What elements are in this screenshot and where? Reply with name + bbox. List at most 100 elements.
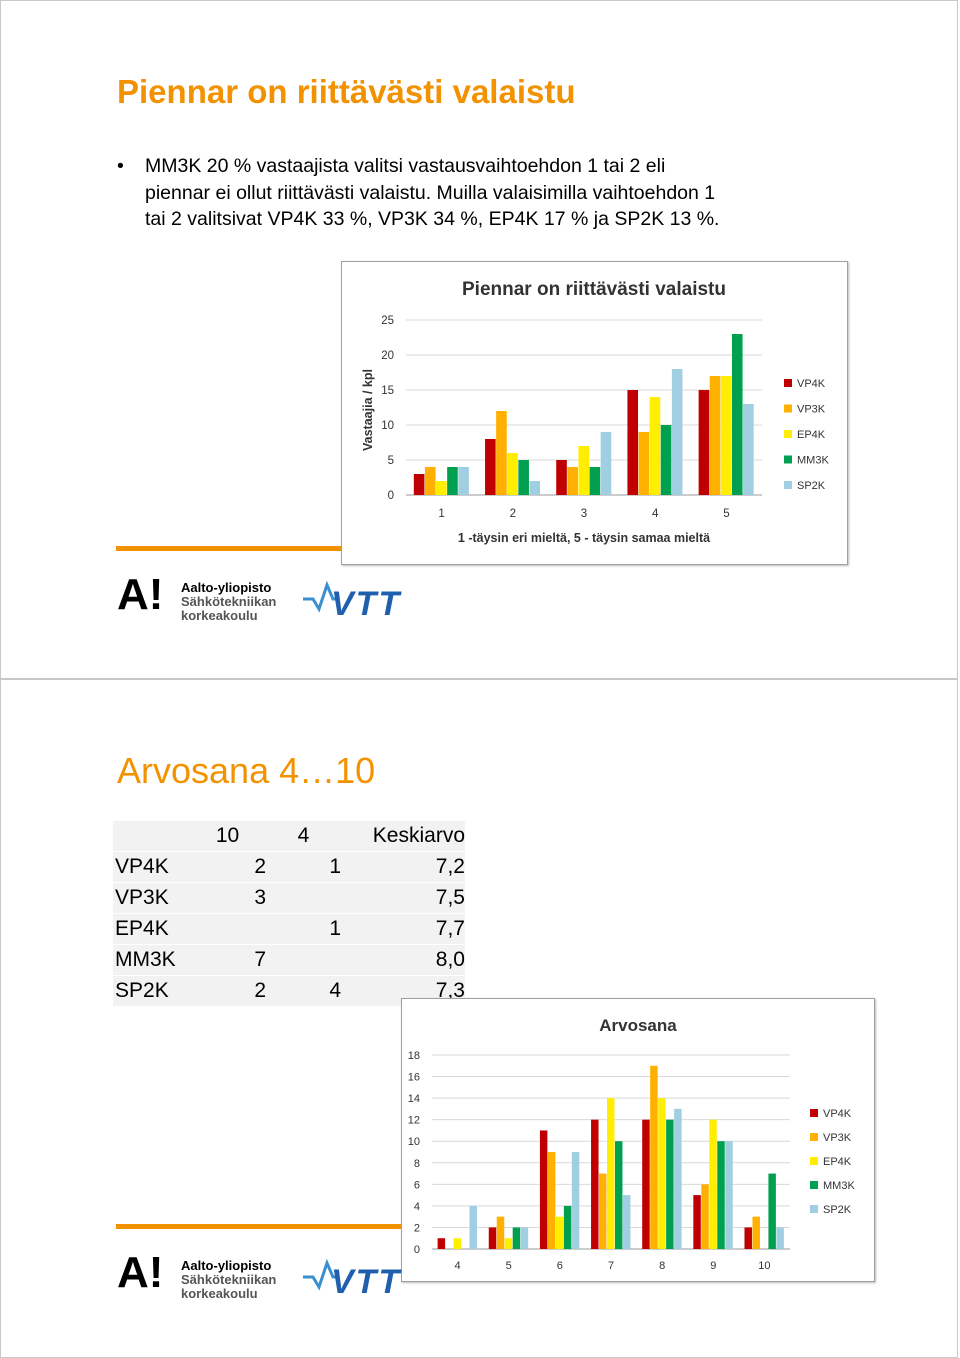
bar-VP3K-4: [638, 432, 650, 495]
legend-swatch: [784, 481, 792, 489]
y-tick-label: 8: [414, 1158, 420, 1170]
legend-label: VP3K: [823, 1132, 852, 1144]
bar-MM3K-4: [660, 425, 672, 495]
x-axis-label: 1 -täysin eri mieltä, 5 - täysin samaa m…: [458, 531, 710, 545]
table-row: VP3K 3 7,5: [113, 882, 465, 914]
bar-SP2K-2: [529, 481, 541, 495]
bar-VP3K-10: [752, 1216, 760, 1249]
vtt-text: VTT: [331, 1263, 402, 1301]
bar-VP3K-7: [599, 1173, 607, 1249]
bar-SP2K-6: [571, 1152, 580, 1249]
bar-MM3K-7: [614, 1141, 623, 1249]
bar-EP4K-3: [578, 446, 590, 495]
bar-VP3K-3: [567, 467, 578, 495]
aalto-line: korkeakoulu: [181, 608, 258, 623]
bar-MM3K-8: [666, 1119, 674, 1249]
bar-SP2K-10: [776, 1227, 784, 1249]
bar-MM3K-1: [447, 467, 458, 495]
bar-MM3K-5: [512, 1227, 521, 1249]
table-cell: 1: [266, 913, 341, 945]
aalto-line: korkeakoulu: [181, 1286, 258, 1301]
chart-title: Piennar on riittävästi valaistu: [462, 279, 726, 300]
bar-SP2K-8: [674, 1108, 682, 1249]
legend-label: SP2K: [823, 1204, 852, 1216]
legend-label: SP2K: [797, 480, 826, 492]
legend-swatch: [810, 1157, 818, 1165]
vtt-text: VTT: [331, 585, 402, 623]
legend-label: EP4K: [823, 1156, 852, 1168]
y-tick-label: 25: [381, 315, 394, 327]
bar-VP3K-1: [424, 467, 436, 495]
table-header-cell: 10: [189, 821, 266, 852]
bar-EP4K-1: [436, 481, 447, 495]
y-tick-label: 5: [388, 455, 394, 467]
table-header-cell: Keskiarvo: [341, 821, 465, 852]
bar-VP4K-5: [488, 1227, 497, 1249]
bar-SP2K-5: [743, 404, 754, 495]
y-tick-label: 10: [381, 420, 394, 432]
bar-SP2K-9: [725, 1141, 733, 1249]
bar-VP3K-6: [547, 1152, 556, 1249]
bar-SP2K-1: [458, 467, 469, 495]
bar-EP4K-4: [453, 1238, 462, 1249]
bar-VP3K-5: [496, 1216, 505, 1249]
vtt-wave-icon: [303, 1258, 339, 1291]
y-tick-label: 16: [408, 1072, 420, 1084]
aalto-line: Sähkötekniikan: [181, 594, 277, 609]
legend-label: MM3K: [797, 455, 829, 467]
legend-swatch: [810, 1133, 818, 1141]
bar-EP4K-9: [709, 1119, 717, 1249]
chart-2-frame: Arvosana 0 2 4 6 8 10 12 14 16 18 4 5 6 7 8 9 10 VP4K VP3K E…: [401, 998, 875, 1282]
slide-title: Piennar on riittävästi valaistu: [117, 73, 576, 110]
bar-MM3K-6: [563, 1205, 572, 1249]
legend-label: VP4K: [823, 1108, 852, 1120]
bar-MM3K-5: [731, 334, 743, 495]
aalto-line: Aalto-yliopisto: [181, 580, 272, 595]
bar-SP2K-4: [469, 1205, 478, 1249]
table-cell: 2: [189, 851, 266, 883]
legend-label: MM3K: [823, 1180, 855, 1192]
table-cell: 7,2: [341, 851, 465, 883]
bar-EP4K-6: [555, 1216, 564, 1249]
table-cell: 3: [189, 882, 266, 914]
chart-1: Piennar on riittävästi valaistu051015202…: [361, 279, 829, 545]
chart-title: Arvosana: [599, 1016, 677, 1035]
bar-VP4K-10: [744, 1227, 752, 1249]
y-tick-label: 18: [408, 1050, 420, 1062]
x-tick-label: 2: [510, 508, 516, 520]
x-tick-label: 9: [710, 1260, 716, 1272]
legend-label: VP3K: [797, 404, 826, 416]
bar-MM3K-2: [518, 460, 529, 495]
table-header-cell: 4: [266, 821, 341, 852]
table-cell: 8,0: [341, 944, 465, 976]
bar-VP4K-3: [556, 460, 567, 495]
aalto-mark: A!: [117, 570, 164, 619]
bar-VP3K-8: [650, 1065, 658, 1249]
table-cell: [266, 944, 341, 976]
table-row: SP2K 2 4 7,3: [113, 975, 465, 1007]
y-tick-label: 15: [381, 385, 394, 397]
y-tick-label: 12: [408, 1115, 420, 1127]
bar-VP3K-9: [701, 1184, 709, 1249]
bar-MM3K-9: [717, 1141, 725, 1249]
grades-table: 10 4 Keskiarvo VP4K 2 1 7,2 VP3K 3 7,5 EP4K 1 7,7 MM3…: [113, 821, 465, 1007]
table-cell: 7: [189, 944, 266, 976]
table-cell: 7,7: [341, 913, 465, 945]
legend-swatch: [810, 1109, 818, 1117]
legend-swatch: [810, 1181, 818, 1189]
vtt-logo: VTT: [301, 579, 413, 626]
table-row: VP4K 2 1 7,2: [113, 851, 465, 883]
bar-VP4K-9: [693, 1195, 701, 1249]
table-cell: 7,5: [341, 882, 465, 914]
row-label: SP2K: [113, 975, 189, 1007]
table-header-cell: [113, 821, 189, 852]
bar-EP4K-2: [507, 453, 518, 495]
legend-swatch: [784, 379, 792, 387]
bar-MM3K-10: [768, 1173, 776, 1249]
x-tick-label: 3: [581, 508, 587, 520]
y-tick-label: 2: [414, 1222, 420, 1234]
bar-EP4K-7: [607, 1098, 615, 1249]
y-tick-label: 0: [414, 1244, 420, 1256]
bar-EP4K-8: [658, 1098, 666, 1249]
y-tick-label: 6: [414, 1179, 420, 1191]
